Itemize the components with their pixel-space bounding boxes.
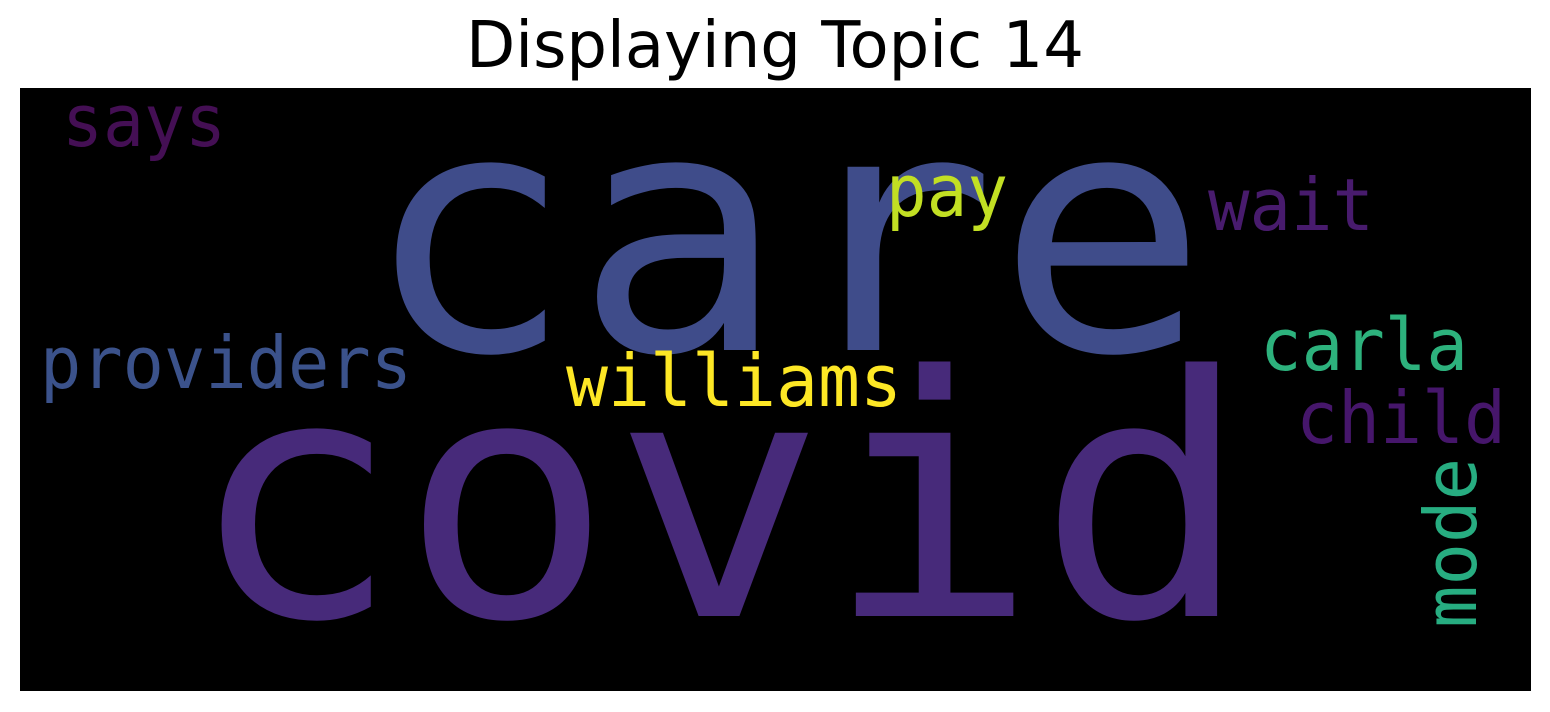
word-mode: mode bbox=[1409, 458, 1493, 628]
word-williams: williams bbox=[566, 339, 902, 423]
word-carla: carla bbox=[1260, 303, 1468, 387]
word-child: child bbox=[1296, 376, 1506, 460]
word-cloud: care covid providers williams pay wait s… bbox=[20, 88, 1531, 691]
word-care: care bbox=[363, 88, 1208, 430]
word-providers: providers bbox=[40, 321, 412, 405]
word-covid: covid bbox=[188, 306, 1250, 691]
word-says: says bbox=[62, 88, 226, 163]
word-wait: wait bbox=[1208, 163, 1374, 247]
word-pay: pay bbox=[886, 149, 1008, 233]
plot-title: Displaying Topic 14 bbox=[466, 9, 1084, 83]
word-cloud-canvas: care covid providers williams pay wait s… bbox=[40, 88, 1506, 691]
